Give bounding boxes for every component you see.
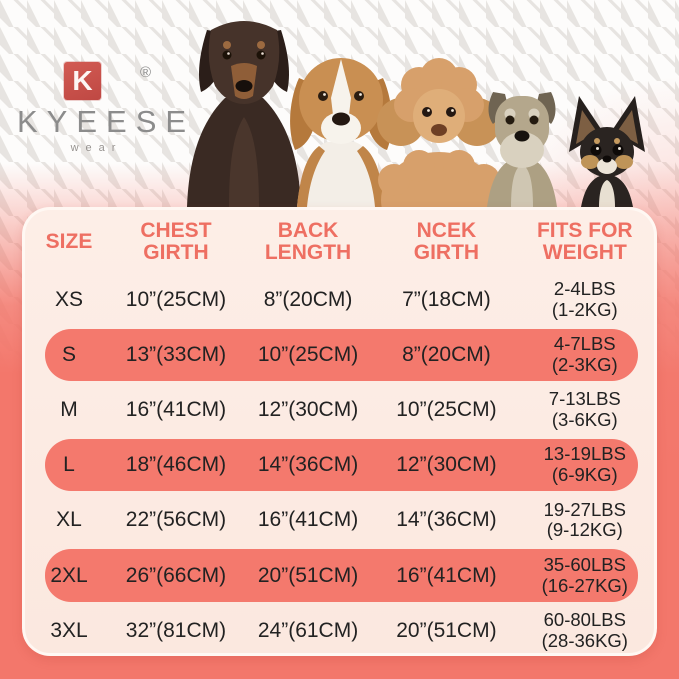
cell-size: 3XL (50, 618, 88, 642)
cell-back-length: 8”(20CM) (263, 287, 353, 311)
cell-neck-girth: 16”(41CM) (396, 563, 497, 587)
cell-neck-girth: 20”(51CM) (396, 618, 497, 642)
chihuahua-illustration (569, 96, 645, 207)
brand-subtitle: wear (70, 142, 123, 154)
table-row: 2XL 26”(66CM) 20”(51CM) 16”(41CM) 35-60L… (25, 548, 654, 603)
cell-chest-girth: 10”(25CM) (125, 287, 227, 311)
cell-fits-for-weight: 7-13LBS (3-6KG) (548, 388, 621, 430)
table-row: M 16”(41CM) 12”(30CM) 10”(25CM) 7-13LBS … (25, 382, 654, 437)
cell-chest-girth: 26”(66CM) (125, 563, 227, 587)
column-header-size: SIZE (45, 229, 93, 253)
cell-fits-for-weight: 13-19LBS (6-9KG) (543, 443, 626, 486)
column-header-fits-for-weight: FITS FOR WEIGHT (536, 218, 633, 264)
cell-chest-girth: 22”(56CM) (125, 508, 227, 532)
cell-size: S (62, 342, 77, 366)
poodle-illustration (377, 58, 501, 207)
cell-back-length: 10”(25CM) (257, 342, 359, 366)
column-header-chest-girth: CHEST GIRTH (140, 218, 212, 264)
cell-fits-for-weight: 2-4LBS (1-2KG) (551, 277, 618, 320)
size-chart-table: SIZE CHEST GIRTH BACK LENGTH NCEK GIRTH FIT… (22, 207, 657, 656)
table-header-row: SIZE CHEST GIRTH BACK LENGTH NCEK GIRTH FIT… (25, 212, 654, 272)
cell-fits-for-weight: 4-7LBS (2-3KG) (551, 333, 618, 375)
column-header-neck-girth: NCEK GIRTH (413, 218, 480, 264)
column-header-back-length: BACK LENGTH (264, 218, 352, 264)
cell-chest-girth: 16”(41CM) (125, 397, 227, 421)
brand-name: KYEESE (17, 104, 196, 139)
cell-size: XS (55, 287, 84, 311)
cell-chest-girth: 18”(46CM) (125, 453, 227, 477)
cell-back-length: 14”(36CM) (257, 453, 359, 477)
table-row: S 13”(33CM) 10”(25CM) 8”(20CM) 4-7LBS (2… (25, 327, 654, 382)
table-row: 3XL 32”(81CM) 24”(61CM) 20”(51CM) 60-80L… (25, 603, 654, 658)
beagle-illustration (290, 58, 392, 207)
cell-fits-for-weight: 19-27LBS (9-12KG) (543, 498, 626, 541)
cell-neck-girth: 10”(25CM) (396, 397, 497, 421)
cell-size: 2XL (50, 563, 88, 587)
cell-fits-for-weight: 60-80LBS (28-36KG) (541, 609, 628, 651)
dogs-illustration (187, 21, 645, 207)
cell-back-length: 16”(41CM) (257, 508, 359, 532)
table-row: L 18”(46CM) 14”(36CM) 12”(30CM) 13-19LBS… (25, 438, 654, 493)
cell-chest-girth: 13”(33CM) (125, 342, 227, 366)
cell-size: XL (56, 508, 82, 532)
cell-neck-girth: 7”(18CM) (402, 287, 491, 311)
cell-neck-girth: 14”(36CM) (396, 508, 497, 532)
brand-logo-mark: K (64, 62, 101, 100)
cell-size: M (60, 397, 78, 421)
registered-trademark-symbol: ® (140, 64, 152, 81)
table-row: XL 22”(56CM) 16”(41CM) 14”(36CM) 19-27LB… (25, 493, 654, 548)
cell-back-length: 20”(51CM) (257, 563, 359, 587)
cell-neck-girth: 8”(20CM) (402, 342, 491, 366)
cell-neck-girth: 12”(30CM) (396, 453, 497, 477)
table-row: XS 10”(25CM) 8”(20CM) 7”(18CM) 2-4LBS (1… (25, 272, 654, 327)
cell-fits-for-weight: 35-60LBS (16-27KG) (541, 553, 628, 596)
cell-back-length: 12”(30CM) (257, 397, 359, 421)
cell-back-length: 24”(61CM) (257, 618, 359, 642)
doberman-illustration (187, 21, 301, 207)
size-table-body: XS 10”(25CM) 8”(20CM) 7”(18CM) 2-4LBS (1… (25, 272, 654, 658)
cell-chest-girth: 32”(81CM) (125, 618, 227, 642)
brand-logo: K ® KYEESE wear (8, 58, 196, 163)
schnauzer-illustration (487, 92, 557, 207)
brand-initial: K (72, 65, 93, 96)
cell-size: L (63, 453, 75, 477)
